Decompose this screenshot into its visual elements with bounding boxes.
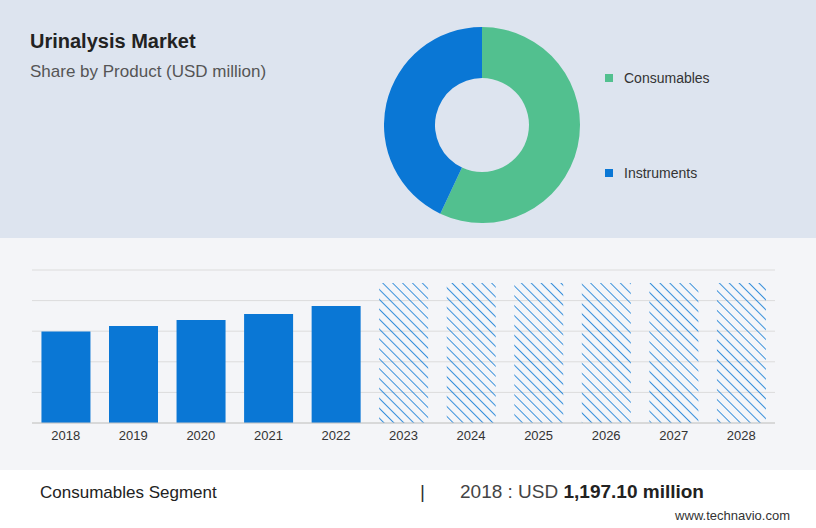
- svg-text:2028: 2028: [727, 428, 756, 443]
- html-text:Consumables: Consumables: [624, 70, 710, 86]
- svg-text:2021: 2021: [254, 428, 283, 443]
- html-text:www.technavio.com: www.technavio.com: [675, 508, 790, 523]
- svg-text:2020: 2020: [186, 428, 215, 443]
- svg-text:2019: 2019: [119, 428, 148, 443]
- svg-text:2025: 2025: [524, 428, 553, 443]
- svg-text:2026: 2026: [592, 428, 621, 443]
- html-text:Urinalysis Market: Urinalysis Market: [30, 30, 196, 52]
- svg-text:2018: 2018: [51, 428, 80, 443]
- html-text:Instruments: Instruments: [624, 165, 698, 181]
- html-text:Consumables Segment: Consumables Segment: [40, 483, 217, 502]
- svg-text:2023: 2023: [389, 428, 418, 443]
- svg-text:2022: 2022: [321, 428, 350, 443]
- svg-text:2024: 2024: [457, 428, 486, 443]
- html-text:Share by Product (USD million): Share by Product (USD million): [30, 62, 267, 81]
- svg-text:2027: 2027: [659, 428, 688, 443]
- html-text:2018 : USD 1,197.10 million: 2018 : USD 1,197.10 million: [460, 481, 704, 502]
